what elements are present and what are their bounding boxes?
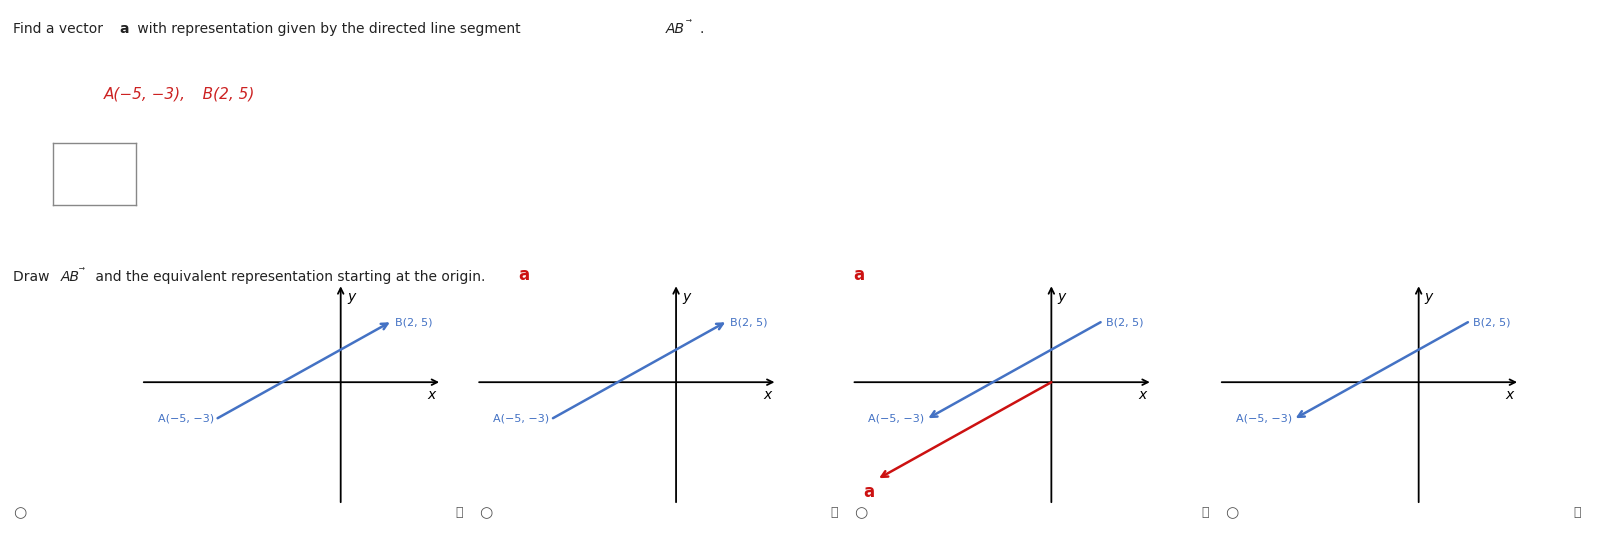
Text: .: . [699,22,704,36]
Text: and the equivalent representation starting at the origin.: and the equivalent representation starti… [91,270,485,284]
Text: y: y [1057,290,1065,304]
Text: B(2, 5): B(2, 5) [1472,317,1511,327]
Text: ⓘ: ⓘ [830,507,838,519]
Text: a: a [853,266,864,284]
Text: A(−5, −3): A(−5, −3) [869,413,925,423]
Text: AB: AB [61,270,80,284]
Text: Draw: Draw [13,270,54,284]
Text: B(2, 5): B(2, 5) [188,86,256,102]
Text: B(2, 5): B(2, 5) [394,317,433,327]
Text: ⓘ: ⓘ [455,507,463,519]
Text: y: y [1425,290,1433,304]
Text: y: y [347,290,355,304]
Text: ⓘ: ⓘ [1201,507,1209,519]
Text: B(2, 5): B(2, 5) [730,317,768,327]
Text: ⓘ: ⓘ [1573,507,1581,519]
Text: A(−5, −3): A(−5, −3) [158,413,214,423]
Text: a: a [862,483,874,501]
Text: ○: ○ [1225,505,1238,521]
Text: AB: AB [666,22,685,36]
Text: x: x [428,388,436,402]
Text: x: x [1506,388,1514,402]
Text: ○: ○ [854,505,867,521]
Text: A(−5, −3),: A(−5, −3), [104,86,185,102]
Text: A(−5, −3): A(−5, −3) [1236,413,1292,423]
Text: ○: ○ [13,505,26,521]
Text: x: x [763,388,771,402]
Text: Find a vector: Find a vector [13,22,107,36]
Text: ○: ○ [479,505,492,521]
Text: A(−5, −3): A(−5, −3) [493,413,549,423]
Text: B(2, 5): B(2, 5) [1105,317,1143,327]
Text: a: a [120,22,129,36]
Text: with representation given by the directed line segment: with representation given by the directe… [133,22,524,36]
Text: y: y [682,290,690,304]
Text: x: x [1139,388,1147,402]
Text: a: a [517,266,529,284]
